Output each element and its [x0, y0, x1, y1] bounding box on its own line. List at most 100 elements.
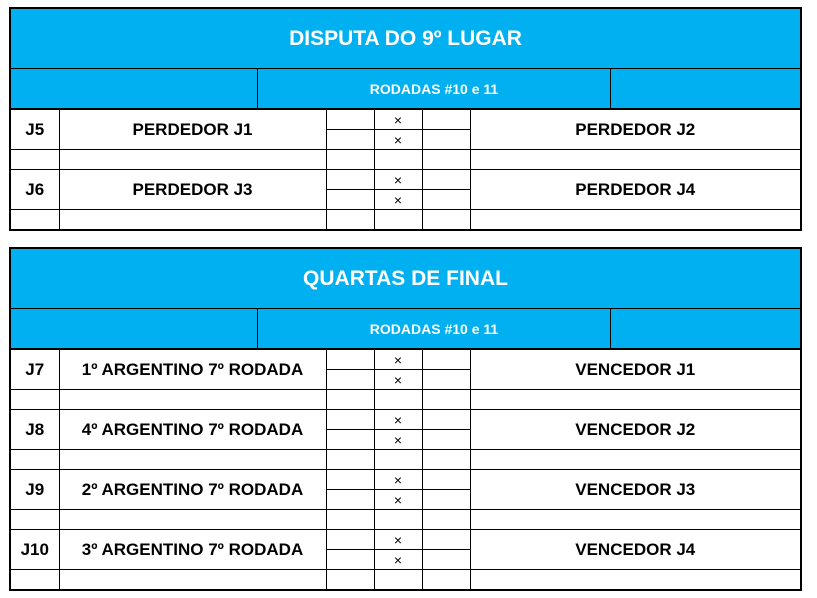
empty-cell[interactable]	[421, 509, 471, 530]
subheader-cell[interactable]	[11, 69, 258, 108]
home-score-cell-2[interactable]	[326, 189, 375, 210]
empty-cell[interactable]	[58, 569, 327, 589]
home-score-cell-2[interactable]	[326, 429, 375, 450]
spacer-row	[11, 389, 800, 410]
home-score-cell-2[interactable]	[326, 369, 375, 390]
home-score-cell-2[interactable]	[326, 549, 375, 570]
match-id: J6	[11, 169, 60, 210]
match-row: J6 PERDEDOR J3 × PERDEDOR J4	[11, 169, 800, 210]
away-score-cell[interactable]	[421, 109, 471, 130]
away-team[interactable]: VENCEDOR J2	[469, 409, 800, 450]
empty-cell[interactable]	[58, 449, 327, 470]
home-team[interactable]: 3º ARGENTINO 7º RODADA	[58, 529, 327, 570]
away-score-cell-2[interactable]	[421, 189, 470, 210]
away-team[interactable]: PERDEDOR J2	[469, 109, 800, 150]
home-score-cell[interactable]	[325, 109, 375, 130]
away-score-cell[interactable]	[421, 169, 471, 190]
section-title: QUARTAS DE FINAL	[11, 249, 800, 309]
away-team[interactable]: PERDEDOR J4	[469, 169, 800, 210]
empty-cell[interactable]	[58, 149, 327, 170]
empty-cell[interactable]	[58, 209, 327, 229]
round-label: RODADAS #10 e 11	[258, 69, 611, 108]
away-team[interactable]: VENCEDOR J4	[469, 529, 800, 570]
home-score-cell-2[interactable]	[326, 489, 375, 510]
home-score-cell[interactable]	[325, 529, 375, 550]
home-score-cell-2[interactable]	[326, 129, 375, 150]
empty-cell[interactable]	[421, 449, 471, 470]
empty-cell[interactable]	[11, 509, 60, 530]
matches-table: J7 1º ARGENTINO 7º RODADA × VENCEDOR J1 × J8 4…	[11, 349, 800, 589]
empty-cell[interactable]	[325, 449, 375, 470]
empty-cell[interactable]	[469, 149, 800, 170]
home-team[interactable]: PERDEDOR J1	[58, 109, 327, 150]
spacer-row	[11, 509, 800, 530]
section-0: DISPUTA DO 9º LUGAR RODADAS #10 e 11 J5 PER…	[9, 7, 802, 231]
empty-cell[interactable]	[469, 449, 800, 470]
empty-cell[interactable]	[469, 569, 800, 589]
empty-cell[interactable]	[325, 209, 375, 229]
match-id: J10	[11, 529, 60, 570]
score-separator: ×	[373, 489, 423, 510]
away-score-cell-2[interactable]	[421, 489, 470, 510]
home-team[interactable]: PERDEDOR J3	[58, 169, 327, 210]
empty-cell[interactable]	[421, 389, 471, 410]
score-separator: ×	[373, 349, 423, 370]
empty-cell[interactable]	[325, 389, 375, 410]
spacer-row	[11, 569, 800, 589]
empty-cell[interactable]	[373, 449, 423, 470]
match-id: J7	[11, 349, 60, 390]
empty-cell[interactable]	[58, 509, 327, 530]
empty-cell[interactable]	[373, 149, 423, 170]
empty-cell[interactable]	[325, 509, 375, 530]
score-separator: ×	[373, 169, 423, 190]
empty-cell[interactable]	[373, 209, 423, 229]
empty-cell[interactable]	[421, 209, 471, 229]
score-separator: ×	[373, 409, 423, 430]
empty-cell[interactable]	[421, 569, 471, 589]
away-score-cell[interactable]	[421, 349, 471, 370]
empty-cell[interactable]	[469, 209, 800, 229]
empty-cell[interactable]	[469, 389, 800, 410]
subheader-cell[interactable]	[611, 69, 800, 108]
home-score-cell[interactable]	[325, 409, 375, 430]
spacer-row	[11, 209, 800, 229]
match-row: J7 1º ARGENTINO 7º RODADA × VENCEDOR J1	[11, 349, 800, 390]
away-score-cell-2[interactable]	[421, 369, 470, 390]
away-score-cell[interactable]	[421, 469, 471, 490]
home-score-cell[interactable]	[325, 349, 375, 370]
away-team[interactable]: VENCEDOR J3	[469, 469, 800, 510]
home-score-cell[interactable]	[325, 169, 375, 190]
empty-cell[interactable]	[325, 149, 375, 170]
empty-cell[interactable]	[11, 389, 60, 410]
empty-cell[interactable]	[11, 209, 60, 229]
match-row: J9 2º ARGENTINO 7º RODADA × VENCEDOR J3	[11, 469, 800, 510]
empty-cell[interactable]	[373, 389, 423, 410]
home-team[interactable]: 1º ARGENTINO 7º RODADA	[58, 349, 327, 390]
score-separator: ×	[373, 129, 423, 150]
empty-cell[interactable]	[325, 569, 375, 589]
subheader-cell[interactable]	[611, 309, 800, 348]
empty-cell[interactable]	[373, 569, 423, 589]
empty-cell[interactable]	[11, 569, 60, 589]
away-score-cell-2[interactable]	[421, 129, 470, 150]
match-id: J8	[11, 409, 60, 450]
empty-cell[interactable]	[421, 149, 471, 170]
match-row-2: ×	[11, 549, 800, 570]
score-separator: ×	[373, 529, 423, 550]
empty-cell[interactable]	[469, 509, 800, 530]
round-label: RODADAS #10 e 11	[258, 309, 611, 348]
away-score-cell-2[interactable]	[421, 549, 470, 570]
away-score-cell-2[interactable]	[421, 429, 470, 450]
empty-cell[interactable]	[11, 449, 60, 470]
away-score-cell[interactable]	[421, 409, 471, 430]
empty-cell[interactable]	[373, 509, 423, 530]
empty-cell[interactable]	[11, 149, 60, 170]
empty-cell[interactable]	[58, 389, 327, 410]
home-score-cell[interactable]	[325, 469, 375, 490]
subheader-cell[interactable]	[11, 309, 258, 348]
score-separator: ×	[373, 429, 423, 450]
away-team[interactable]: VENCEDOR J1	[469, 349, 800, 390]
home-team[interactable]: 4º ARGENTINO 7º RODADA	[58, 409, 327, 450]
home-team[interactable]: 2º ARGENTINO 7º RODADA	[58, 469, 327, 510]
away-score-cell[interactable]	[421, 529, 471, 550]
